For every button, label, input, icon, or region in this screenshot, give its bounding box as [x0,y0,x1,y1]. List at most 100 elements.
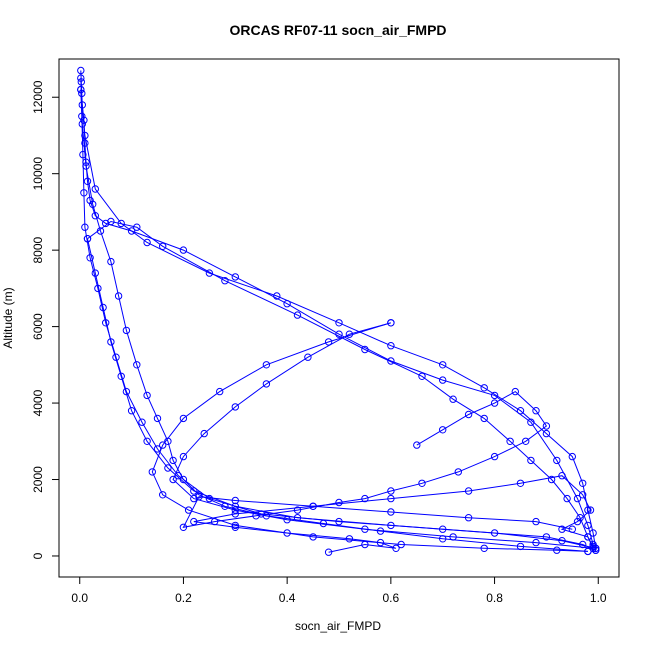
data-point [532,407,540,415]
y-tick-label: 2000 [31,466,45,493]
data-point [77,74,85,82]
data-point [205,269,214,277]
data-point [573,517,582,526]
data-point [490,391,499,400]
data-point [107,338,115,346]
data-point [80,189,88,197]
data-point [392,544,400,552]
data-point [576,514,584,522]
data-point [81,139,89,147]
data-point [89,200,97,209]
data-point [79,150,87,159]
data-point [138,418,146,426]
data-point [345,535,354,543]
data-point [143,437,151,445]
data-point [387,319,395,327]
data-point [293,311,302,319]
series-line [80,89,597,549]
data-point [522,437,530,445]
data-point [153,414,162,423]
y-tick-label: 12000 [31,80,45,114]
data-point [190,487,198,495]
y-axis: 0 2000 4000 6000 8000 10000 12000 [31,80,60,559]
data-point [454,468,462,476]
data-point [361,494,369,503]
data-point [376,538,385,547]
data-point [361,345,369,354]
data-point [490,452,499,461]
data-point [553,546,561,554]
series-profile [190,472,597,556]
data-point [335,319,343,327]
data-point [413,441,421,449]
data-point [563,494,571,503]
series-line [172,322,594,549]
y-tick-label: 10000 [31,157,45,191]
data-point [114,292,123,300]
series-profile [169,319,597,552]
data-point [584,533,592,541]
data-point [527,456,535,465]
data-point [96,227,105,235]
data-point [418,479,426,487]
data-point [210,517,219,526]
data-point [335,498,343,507]
data-point [547,475,556,484]
data-point [439,426,447,434]
x-tick-label: 0.8 [486,591,503,605]
data-point [439,535,447,543]
x-tick-label: 0.2 [175,591,192,605]
data-point [159,441,167,449]
data-point [490,529,499,537]
data-point [309,502,317,510]
data-point [480,544,488,552]
chart-title: ORCAS RF07-11 socn_air_FMPD [229,22,446,38]
data-point [99,303,107,312]
data-point [179,523,188,531]
data-point [558,525,566,533]
data-point [532,538,540,547]
data-point [133,223,141,231]
data-point [143,391,151,400]
data-point [148,468,157,476]
data-point [86,196,94,205]
data-point [304,353,312,361]
data-point [516,542,525,551]
data-point [387,342,395,350]
data-point [579,491,587,499]
data-point [107,257,115,266]
data-point [464,410,473,419]
data-point [584,506,592,514]
data-point [464,514,473,522]
y-tick-label: 6000 [31,313,45,340]
x-axis: 0.0 0.2 0.4 0.6 0.8 1.0 [71,576,607,605]
data-point [231,273,240,281]
y-tick-label: 0 [31,552,45,559]
data-point [579,479,587,487]
series-profile [77,85,600,552]
data-point [143,238,151,247]
data-point [82,162,90,170]
data-point [86,254,94,262]
data-point [449,395,457,403]
data-point [78,120,87,128]
data-point [159,242,167,251]
data-point [179,246,188,254]
data-point [83,177,92,186]
data-point [516,407,525,415]
y-tick-label: 8000 [31,236,45,263]
data-point [117,372,125,380]
data-point [568,452,576,461]
data-point [127,407,136,415]
data-point [361,540,369,549]
data-point [542,429,551,438]
data-point [190,494,198,503]
y-axis-label: Altitude (m) [1,287,15,348]
data-point [262,361,271,369]
data-point [195,491,203,499]
data-point [387,494,395,503]
data-point [516,479,525,487]
data-point [439,376,447,384]
data-point [464,487,473,495]
series-line [87,220,594,549]
